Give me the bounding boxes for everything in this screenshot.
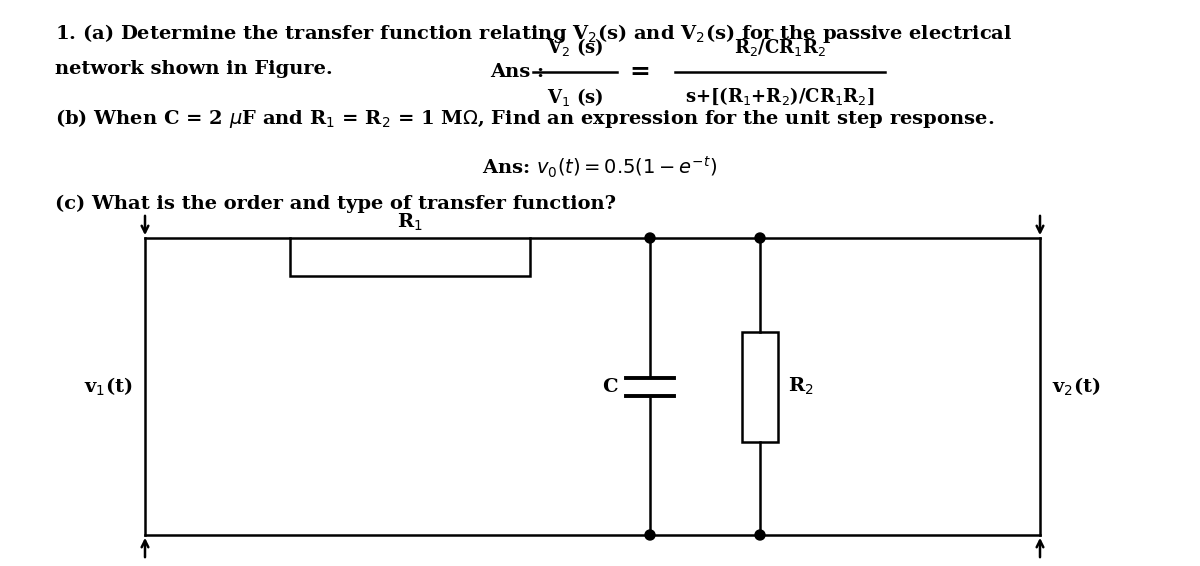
- Text: (b) When C = 2 $\mu$F and R$_1$ = R$_2$ = 1 M$\Omega$, Find an expression for th: (b) When C = 2 $\mu$F and R$_1$ = R$_2$ …: [55, 107, 995, 130]
- Text: V$_2$ (s): V$_2$ (s): [547, 36, 604, 58]
- Text: s+[(R$_1$+R$_2$)/CR$_1$R$_2$]: s+[(R$_1$+R$_2$)/CR$_1$R$_2$]: [685, 86, 875, 107]
- Text: 1. (a) Determine the transfer function relating V$_2$(s) and V$_2$(s) for the pa: 1. (a) Determine the transfer function r…: [55, 22, 1013, 45]
- Text: C: C: [602, 378, 618, 396]
- Text: v$_2$(t): v$_2$(t): [1052, 375, 1100, 398]
- Circle shape: [755, 233, 766, 243]
- Circle shape: [646, 233, 655, 243]
- Text: V$_1$ (s): V$_1$ (s): [547, 86, 604, 108]
- Text: network shown in Figure.: network shown in Figure.: [55, 60, 332, 78]
- Bar: [742, 332, 778, 441]
- Text: R$_2$/CR$_1$R$_2$: R$_2$/CR$_1$R$_2$: [734, 37, 826, 58]
- Text: R$_1$: R$_1$: [397, 212, 422, 233]
- Text: v$_1$(t): v$_1$(t): [84, 375, 133, 398]
- Text: R$_2$: R$_2$: [788, 376, 814, 397]
- Circle shape: [646, 530, 655, 540]
- Text: Ans :: Ans :: [490, 63, 544, 81]
- Text: =: =: [630, 60, 650, 84]
- Bar: [290, 238, 530, 276]
- Text: (c) What is the order and type of transfer function?: (c) What is the order and type of transf…: [55, 195, 616, 213]
- Text: Ans: $v_0(t) = 0.5(1 - e^{-t})$: Ans: $v_0(t) = 0.5(1 - e^{-t})$: [482, 155, 718, 180]
- Circle shape: [755, 530, 766, 540]
